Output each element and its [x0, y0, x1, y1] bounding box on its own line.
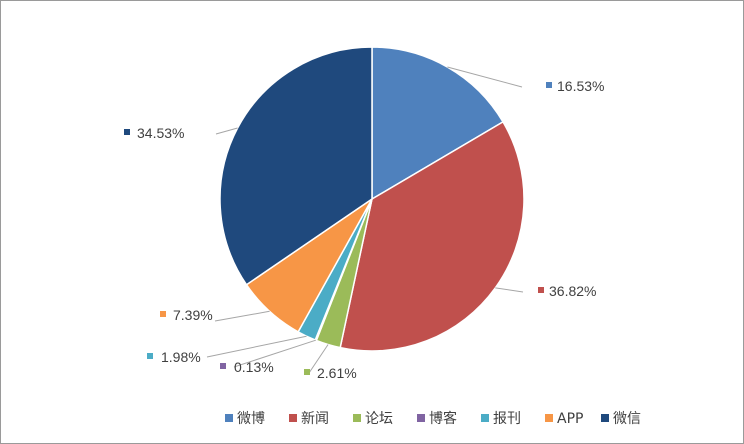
data-label-marker-4	[220, 363, 226, 369]
leader-line-5	[206, 335, 307, 358]
data-label-marker-2	[538, 287, 544, 293]
leader-line-7	[215, 127, 238, 135]
legend-swatch-3	[353, 414, 361, 422]
legend-swatch-6	[545, 414, 553, 422]
leader-line-6	[214, 310, 270, 322]
legend-label-7: 微信	[613, 411, 641, 427]
legend-label-1: 微博	[237, 410, 265, 427]
leader-line-3	[308, 344, 329, 374]
data-label-7: 34.53%	[137, 125, 184, 141]
legend-label-5: 报刊	[493, 411, 521, 427]
data-label-marker-1	[546, 82, 552, 88]
leader-line-1	[447, 66, 523, 88]
data-label-1: 16.53%	[557, 78, 604, 94]
legend-swatch-4	[417, 414, 425, 422]
legend-swatch-5	[481, 414, 489, 422]
leader-line-4	[233, 339, 316, 368]
leader-line-2	[495, 287, 524, 293]
data-label-marker-3	[304, 369, 310, 375]
data-label-5: 1.98%	[161, 349, 201, 365]
legend-swatch-1	[225, 414, 233, 422]
pie-slice-2	[339, 120, 525, 352]
data-label-4: 0.13%	[234, 359, 274, 375]
legend-label-2: 新闻	[301, 411, 329, 427]
legend-label-3: 论坛	[365, 411, 393, 427]
legend-swatch-2	[289, 414, 297, 422]
data-label-3: 2.61%	[317, 365, 357, 381]
pie-slice-7	[219, 46, 373, 286]
data-label-marker-6	[160, 311, 166, 317]
legend-label-6: APP	[557, 411, 583, 427]
legend-swatch-7	[601, 414, 609, 422]
data-label-2: 36.82%	[549, 283, 596, 299]
legend-label-4: 博客	[429, 410, 457, 427]
data-label-marker-5	[147, 353, 153, 359]
data-label-6: 7.39%	[173, 307, 213, 323]
data-label-marker-7	[124, 129, 130, 135]
